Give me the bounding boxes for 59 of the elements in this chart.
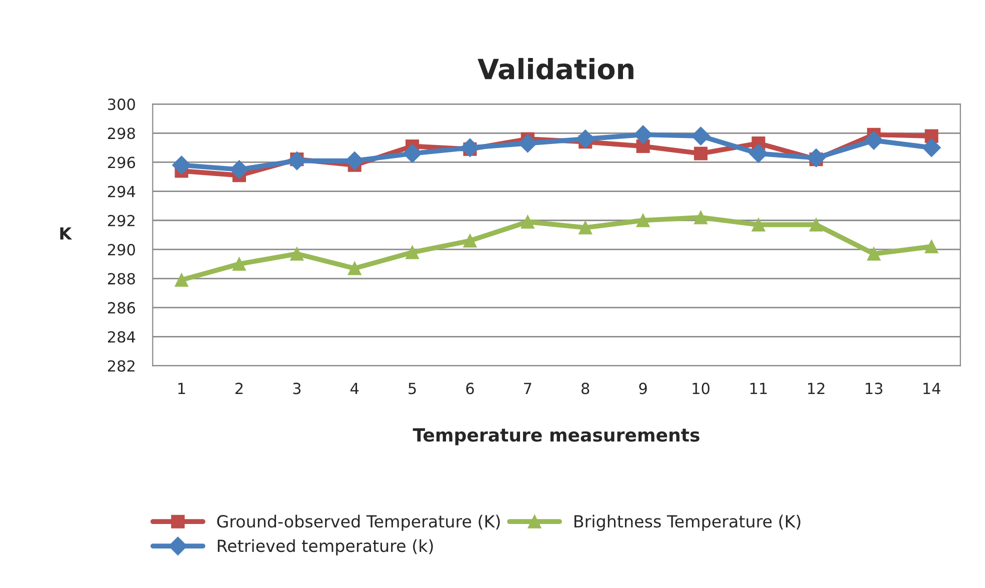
point — [288, 151, 306, 170]
y-tick-label: 292 — [108, 214, 134, 226]
point — [636, 214, 650, 228]
y-tick-label: 294 — [108, 186, 136, 198]
x-tick-label: 7 — [524, 382, 532, 394]
x-tick-label: 2 — [235, 382, 243, 394]
point — [520, 215, 534, 229]
point — [752, 218, 766, 232]
x-tick-label: 12 — [808, 382, 824, 394]
point — [924, 240, 938, 254]
y-tick-label: 284 — [108, 331, 136, 343]
point — [348, 262, 362, 276]
y-tick-label: 286 — [108, 302, 136, 314]
point — [290, 247, 304, 261]
legend-label: Retrieved temperature (k) — [218, 539, 433, 556]
x-tick-label: 14 — [923, 382, 940, 394]
x-tick-label: 1 — [178, 382, 185, 394]
x-tick-label: 10 — [692, 382, 710, 394]
point — [460, 138, 480, 158]
point — [749, 144, 768, 163]
point — [806, 148, 826, 168]
x-tick-label: 4 — [350, 382, 359, 394]
legend-label: Ground-observed Temperature (K) — [217, 514, 500, 531]
point — [694, 146, 708, 160]
x-tick-label: 6 — [466, 382, 474, 394]
y-tick-label: 282 — [108, 360, 134, 372]
y-tick-label: 300 — [108, 98, 135, 110]
x-tick-label: 8 — [582, 382, 590, 394]
point — [864, 131, 884, 150]
x-tick-label: 9 — [639, 382, 647, 394]
point — [406, 246, 420, 260]
point — [576, 130, 595, 148]
point — [402, 144, 422, 163]
point — [809, 218, 823, 232]
point — [691, 126, 710, 146]
y-axis-title: K — [60, 227, 72, 240]
y-tick-label: 296 — [108, 156, 136, 168]
point — [345, 151, 364, 170]
x-axis-title: Temperature measurements — [412, 428, 700, 446]
point — [172, 156, 191, 174]
x-tick-label: 3 — [293, 382, 301, 394]
y-tick-label: 288 — [108, 272, 135, 285]
y-tick-label: 298 — [108, 128, 135, 140]
x-tick-label: 11 — [750, 382, 767, 394]
point — [634, 125, 652, 144]
point — [578, 220, 592, 234]
x-tick-label: 13 — [866, 382, 882, 394]
point — [867, 247, 881, 261]
point — [518, 134, 538, 153]
y-tick-label: 290 — [108, 244, 135, 256]
chart-title: Validation — [478, 58, 634, 80]
point — [174, 273, 188, 287]
point — [232, 257, 246, 271]
point — [922, 138, 941, 158]
point — [230, 160, 249, 179]
point — [463, 234, 477, 248]
point — [694, 210, 708, 224]
legend-label: Brightness Temperature (K) — [574, 514, 800, 531]
x-tick-label: 5 — [408, 382, 416, 394]
